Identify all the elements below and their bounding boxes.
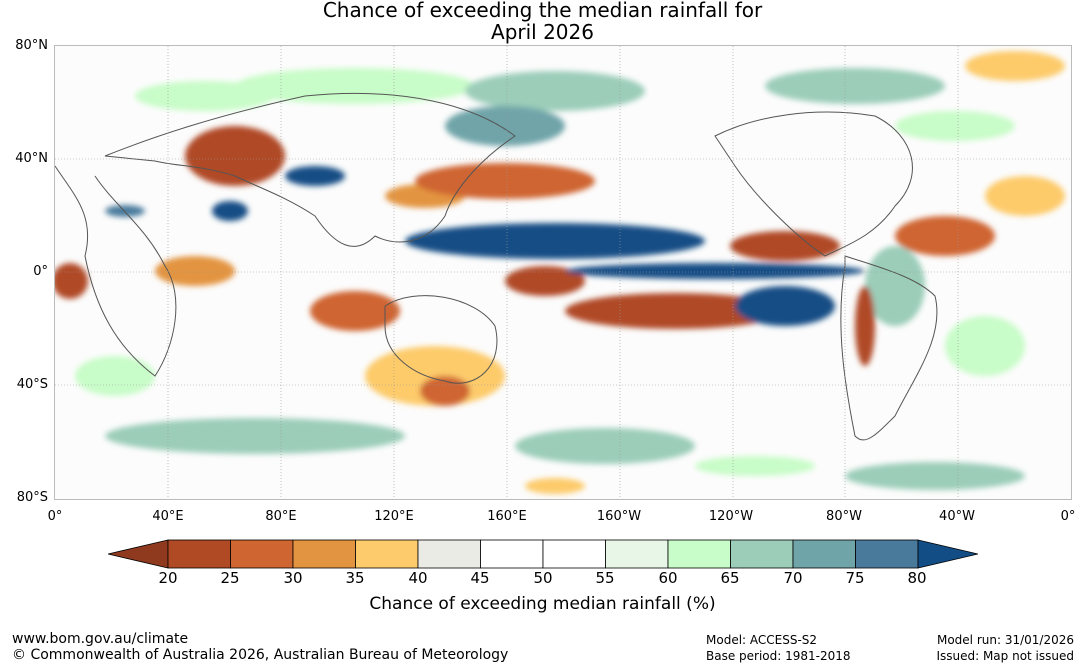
colorbar-segment [417, 539, 481, 569]
graticule [55, 46, 1071, 499]
lat-label-40n: 40°N [15, 151, 48, 166]
colorbar-tick-20: 20 [158, 569, 178, 587]
lon-label-120w: 120°W [708, 509, 754, 524]
footer-url: www.bom.gov.au/climate [12, 631, 189, 647]
colorbar-tick-45: 45 [470, 569, 490, 587]
colorbar-segment [792, 539, 856, 569]
colorbar-segment [167, 539, 231, 569]
lon-label-0-west: 0° [47, 509, 63, 524]
colorbar-tick-55: 55 [595, 569, 615, 587]
colorbar-extend-low [107, 539, 169, 569]
footer-model: Model: ACCESS-S2 [706, 633, 818, 647]
colorbar-tick-50: 50 [533, 569, 553, 587]
lat-label-40s: 40°S [16, 377, 48, 392]
footer-model-run: Model run: 31/01/2026 [936, 633, 1074, 647]
coastlines [54, 92, 938, 441]
colorbar-tick-25: 25 [220, 569, 240, 587]
colorbar-segment [230, 539, 294, 569]
colorbar-segment [605, 539, 669, 569]
colorbar-segment [292, 539, 356, 569]
lon-label-160e: 160°E [487, 509, 527, 524]
colorbar-tick-35: 35 [345, 569, 365, 587]
lon-label-80w: 80°W [826, 509, 862, 524]
colorbar-extend-high [917, 539, 979, 569]
lat-label-0: 0° [33, 264, 48, 279]
lon-label-120e: 120°E [374, 509, 414, 524]
colorbar-tick-40: 40 [408, 569, 428, 587]
colorbar-tick-70: 70 [783, 569, 803, 587]
lon-label-160w: 160°W [596, 509, 642, 524]
lat-label-80s: 80°S [16, 490, 48, 505]
footer-base-period: Base period: 1981-2018 [706, 649, 851, 663]
colorbar-tick-80: 80 [907, 569, 927, 587]
colorbar-segment [667, 539, 731, 569]
rainfall-probability-map [52, 45, 1072, 500]
map-title-line2: April 2026 [491, 20, 594, 44]
colorbar-tick-75: 75 [845, 569, 865, 587]
footer-copyright: © Commonwealth of Australia 2026, Austra… [12, 647, 509, 663]
colorbar-segment [355, 539, 419, 569]
lat-label-80n: 80°N [15, 38, 48, 53]
colorbar-tick-30: 30 [283, 569, 303, 587]
colorbar-label: Chance of exceeding median rainfall (%) [369, 594, 716, 614]
lon-label-40e: 40°E [152, 509, 184, 524]
lon-label-80e: 80°E [265, 509, 297, 524]
colorbar-segment [730, 539, 794, 569]
colorbar-tick-65: 65 [720, 569, 740, 587]
colorbar-graphic [107, 539, 979, 569]
colorbar [107, 539, 979, 569]
colorbar-segment [855, 539, 919, 569]
lon-label-40w: 40°W [939, 509, 975, 524]
map-canvas [52, 46, 1071, 499]
probability-shading [52, 51, 1065, 494]
footer-issued: Issued: Map not issued [936, 649, 1074, 663]
colorbar-segment [542, 539, 606, 569]
colorbar-segment [480, 539, 544, 569]
lon-label-0-east: 0° [1060, 509, 1076, 524]
colorbar-tick-60: 60 [658, 569, 678, 587]
map-title-line1: Chance of exceeding the median rainfall … [322, 0, 763, 22]
